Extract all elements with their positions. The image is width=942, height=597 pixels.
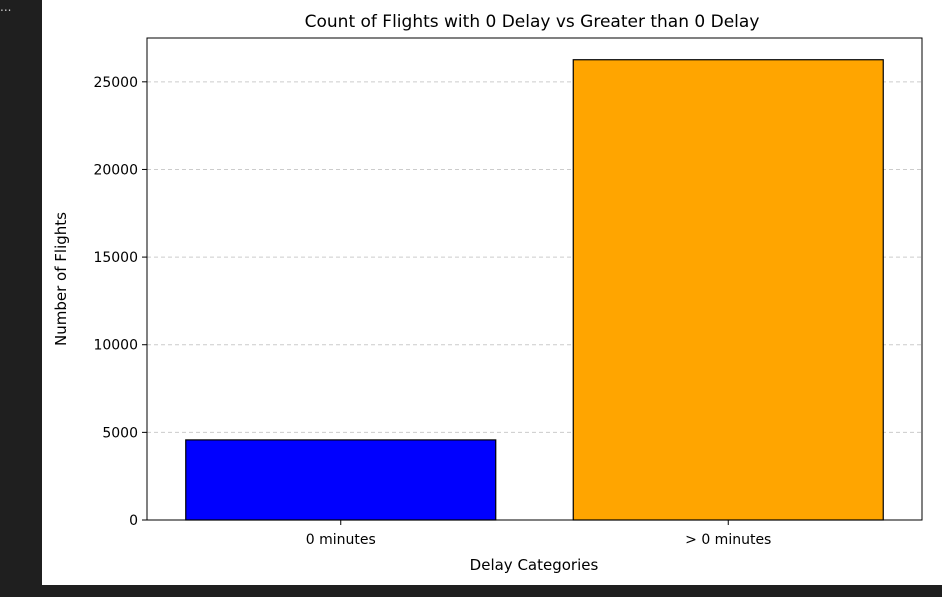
x-axis-ticks: 0 minutes > 0 minutes xyxy=(306,520,771,548)
x-axis-label: Delay Categories xyxy=(470,556,599,574)
bar-chart: Count of Flights with 0 Delay vs Greater… xyxy=(52,12,923,574)
cell-gutter: ... xyxy=(0,0,42,597)
y-tick-label: 0 xyxy=(129,513,138,529)
x-tick-label: > 0 minutes xyxy=(685,532,771,548)
chart-title: Count of Flights with 0 Delay vs Greater… xyxy=(305,12,760,32)
y-tick-label: 25000 xyxy=(93,75,138,91)
collapse-ellipsis[interactable]: ... xyxy=(0,0,12,14)
output-panel: Count of Flights with 0 Delay vs Greater… xyxy=(42,0,942,585)
y-tick-label: 15000 xyxy=(93,250,138,266)
y-tick-label: 20000 xyxy=(93,162,138,178)
y-axis-label: Number of Flights xyxy=(52,212,70,346)
x-tick-label: 0 minutes xyxy=(306,532,376,548)
y-axis-ticks: 0 5000 10000 15000 20000 25000 xyxy=(93,75,147,529)
plot-frame xyxy=(146,37,923,521)
y-tick-label: 5000 xyxy=(102,425,138,441)
bars xyxy=(185,59,884,521)
cell-bottom-strip xyxy=(42,585,942,597)
bar-0 xyxy=(185,439,497,521)
y-tick-label: 10000 xyxy=(93,338,138,354)
bar-1 xyxy=(572,59,884,521)
